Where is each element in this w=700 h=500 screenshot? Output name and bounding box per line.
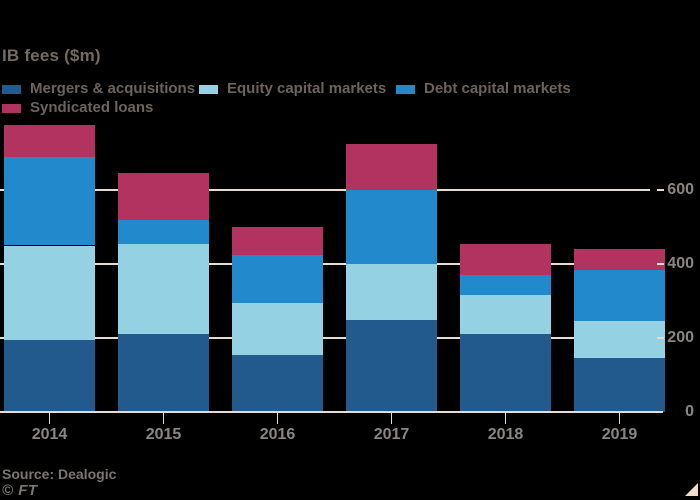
x-tick-2017 xyxy=(390,413,393,424)
bar-segment-2018-mergers-acquisitions xyxy=(460,334,551,412)
x-axis-line xyxy=(0,411,663,413)
legend-label-equity-capital-markets: Equity capital markets xyxy=(227,80,387,97)
x-tick-2014 xyxy=(48,413,51,424)
legend-label-mergers-acquisitions: Mergers & acquisitions xyxy=(30,80,196,97)
y-tick-600 xyxy=(657,189,664,191)
gridline-400 xyxy=(0,263,650,265)
legend-label-syndicated-loans: Syndicated loans xyxy=(30,99,154,116)
legend-swatch-mergers-acquisitions xyxy=(2,84,21,94)
bar-segment-2016-equity-capital-markets xyxy=(232,302,323,355)
bar-segment-2016-syndicated-loans xyxy=(232,227,323,255)
x-axis-label-2018: 2018 xyxy=(487,426,524,443)
x-axis-label-2015: 2015 xyxy=(145,426,182,443)
bar-segment-2018-syndicated-loans xyxy=(460,243,551,276)
bar-segment-2015-mergers-acquisitions xyxy=(118,334,209,412)
legend-swatch-debt-capital-markets xyxy=(396,84,415,94)
bar-segment-2019-mergers-acquisitions xyxy=(574,358,665,412)
bar-segment-2014-equity-capital-markets xyxy=(4,245,95,340)
bar-segment-2019-debt-capital-markets xyxy=(574,269,665,322)
gridline-600 xyxy=(0,189,650,191)
legend-label-debt-capital-markets: Debt capital markets xyxy=(424,80,571,97)
bar-segment-2017-equity-capital-markets xyxy=(346,264,437,320)
y-tick-400 xyxy=(657,263,664,265)
bar-segment-2018-equity-capital-markets xyxy=(460,295,551,335)
bar-segment-2017-syndicated-loans xyxy=(346,143,437,190)
bar-segment-2016-mergers-acquisitions xyxy=(232,354,323,412)
x-tick-2018 xyxy=(504,413,507,424)
bar-segment-2015-syndicated-loans xyxy=(118,173,209,220)
y-axis-label-200: 200 xyxy=(667,329,694,346)
x-axis-label-2016: 2016 xyxy=(259,426,296,443)
bar-segment-2019-syndicated-loans xyxy=(574,249,665,270)
x-tick-2015 xyxy=(162,413,165,424)
bar-segment-2017-mergers-acquisitions xyxy=(346,319,437,412)
bar-segment-2019-equity-capital-markets xyxy=(574,321,665,359)
legend-item-mergers-acquisitions: Mergers & acquisitions xyxy=(2,80,196,97)
x-axis-label-2014: 2014 xyxy=(31,426,68,443)
ft-brand-mark: © FT xyxy=(2,482,38,499)
legend-swatch-syndicated-loans xyxy=(2,103,21,113)
x-axis-label-2017: 2017 xyxy=(373,426,410,443)
y-tick-200 xyxy=(657,337,664,339)
x-tick-2019 xyxy=(618,413,621,424)
y-axis-label-0: 0 xyxy=(685,403,694,420)
chart-title: IB fees ($m) xyxy=(2,46,101,65)
bar-segment-2017-debt-capital-markets xyxy=(346,190,437,264)
corner-fold-icon xyxy=(685,483,698,496)
bar-segment-2014-syndicated-loans xyxy=(4,125,95,157)
legend-item-equity-capital-markets: Equity capital markets xyxy=(199,80,387,97)
legend-item-debt-capital-markets: Debt capital markets xyxy=(396,80,571,97)
y-axis-label-400: 400 xyxy=(667,255,694,272)
bar-segment-2016-debt-capital-markets xyxy=(232,254,323,303)
bar-segment-2015-equity-capital-markets xyxy=(118,243,209,335)
bar-segment-2018-debt-capital-markets xyxy=(460,275,551,296)
bar-segment-2014-debt-capital-markets xyxy=(4,156,95,246)
y-axis-label-600: 600 xyxy=(667,181,694,198)
legend-item-syndicated-loans: Syndicated loans xyxy=(2,99,154,116)
bar-segment-2015-debt-capital-markets xyxy=(118,219,209,244)
legend-swatch-equity-capital-markets xyxy=(199,84,218,94)
x-axis-label-2019: 2019 xyxy=(601,426,638,443)
source-note: Source: Dealogic xyxy=(2,466,117,482)
gridline-200 xyxy=(0,337,650,339)
bar-segment-2014-mergers-acquisitions xyxy=(4,339,95,412)
x-tick-2016 xyxy=(276,413,279,424)
